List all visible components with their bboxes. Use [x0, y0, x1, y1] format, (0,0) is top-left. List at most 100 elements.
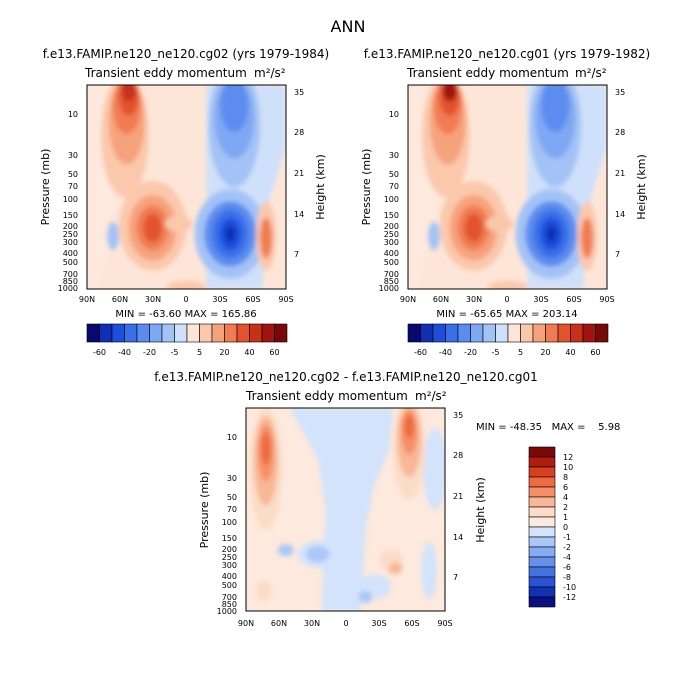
y2-tick-label: 7: [453, 573, 458, 582]
colorbar-tick-label: -60: [414, 348, 427, 357]
y2-tick-label: 35: [615, 88, 625, 97]
colorbar-cell: [161, 323, 175, 343]
colorbar-tick-label: 2: [563, 503, 568, 512]
y-axis: 10 30 50 70 100 150 200 250 300 400 500 …: [217, 433, 237, 616]
x-tick-label: 60N: [271, 619, 287, 628]
colorbar-cell: [528, 466, 556, 478]
y2-tick-label: 21: [615, 169, 625, 178]
colorbar-tick-label: -2: [563, 543, 571, 552]
colorbar-cell: [545, 323, 559, 343]
colorbar-tick-label: -10: [563, 583, 576, 592]
colorbar-cell: [528, 576, 556, 588]
y2-axis: 35 28 21 14 7: [294, 88, 304, 259]
y-tick-label: 1000: [58, 284, 78, 293]
colorbar-cell: [470, 323, 484, 343]
colorbar: -60 -40 -20 -5 5 20 40 60: [86, 323, 288, 357]
y-tick-label: 500: [63, 258, 78, 267]
colorbar-tick-label: -5: [171, 348, 179, 357]
colorbar-tick-label: -60: [93, 348, 106, 357]
y2-tick-label: 14: [453, 533, 463, 542]
colorbar-cell: [407, 323, 421, 343]
colorbar-cell: [249, 323, 263, 343]
colorbar-cell: [124, 323, 138, 343]
colorbar-tick-label: 40: [565, 348, 575, 357]
colorbar-cell: [432, 323, 446, 343]
colorbar-tick-label: 0: [563, 523, 568, 532]
x-tick-label: 30N: [145, 295, 161, 304]
y-tick-label: 850: [222, 600, 237, 609]
figure-title: ANN: [331, 17, 366, 36]
colorbar-tick-label: 20: [219, 348, 229, 357]
y-tick-label: 30: [68, 151, 78, 160]
min-max-label: MIN = -65.65 MAX = 203.14: [436, 309, 577, 320]
colorbar-tick-label: -6: [563, 563, 571, 572]
y-tick-label: 850: [384, 277, 399, 286]
colorbar-tick-label: -20: [464, 348, 477, 357]
y2-tick-label: 7: [615, 250, 620, 259]
colorbar-cell: [595, 323, 609, 343]
colorbar-cell: [557, 323, 571, 343]
y-tick-label: 700: [384, 270, 399, 279]
colorbar-cell: [528, 566, 556, 578]
colorbar-cell: [174, 323, 188, 343]
y-tick-label: 300: [63, 238, 78, 247]
y-tick-label: 50: [389, 170, 399, 179]
colorbar-tick-label: 5: [197, 348, 202, 357]
colorbar-tick-label: 12: [563, 453, 573, 462]
y2-axis-label: Height (km): [474, 477, 487, 543]
units-label: m²/s²: [575, 66, 607, 80]
y2-tick-label: 21: [453, 492, 463, 501]
y-tick-label: 400: [384, 249, 399, 258]
panel-top-left: f.e13.FAMIP.ne120_ne120.cg02 (yrs 1979-1…: [39, 47, 329, 357]
colorbar-tick-label: 20: [540, 348, 550, 357]
colorbar-cell: [528, 536, 556, 548]
x-axis: 90N 60N 30N 0 30S 60S 90S: [238, 619, 453, 628]
y-tick-label: 100: [63, 195, 78, 204]
y2-tick-label: 35: [294, 88, 304, 97]
y2-tick-label: 35: [453, 411, 463, 420]
x-tick-label: 30S: [212, 295, 227, 304]
y-tick-label: 1000: [379, 284, 399, 293]
colorbar-cells: [407, 323, 609, 343]
colorbar-cell: [186, 323, 200, 343]
colorbar-tick-label: 1: [563, 513, 568, 522]
colorbar-tick-label: 60: [590, 348, 600, 357]
colorbar-tick-label: 6: [563, 483, 568, 492]
colorbar-cell: [457, 323, 471, 343]
colorbar-cell: [199, 323, 213, 343]
colorbar-cell: [111, 323, 125, 343]
colorbar-cell: [528, 546, 556, 558]
colorbar-cell: [274, 323, 288, 343]
x-axis: 90N 60N 30N 0 30S 60S 90S: [79, 295, 294, 304]
y-tick-label: 10: [389, 110, 399, 119]
colorbar-tick-label: -40: [118, 348, 131, 357]
panel-top-right: f.e13.FAMIP.ne120_ne120.cg01 (yrs 1979-1…: [360, 47, 650, 357]
x-tick-label: 60N: [433, 295, 449, 304]
y-tick-label: 500: [222, 581, 237, 590]
colorbar-tick-label: -12: [563, 593, 576, 602]
y-axis-label: Pressure (mb): [39, 149, 52, 226]
colorbar-cell: [532, 323, 546, 343]
colorbar-tick-label: -20: [143, 348, 156, 357]
colorbar: 12 10 8 6 4 2 1 0 -1 -2 -4 -6 -8 -10 -12: [528, 446, 576, 608]
y-tick-label: 700: [222, 593, 237, 602]
colorbar-tick-label: -1: [563, 533, 571, 542]
colorbar-cell: [582, 323, 596, 343]
panel-title: f.e13.FAMIP.ne120_ne120.cg01 (yrs 1979-1…: [364, 47, 651, 61]
x-tick-label: 0: [504, 295, 509, 304]
y2-axis-label: Height (km): [635, 154, 648, 220]
min-max-label: MIN = -63.60 MAX = 165.86: [115, 309, 256, 320]
panel-subtitle: Transient eddy momentum: [245, 389, 408, 403]
heatmap-plot: [86, 84, 287, 290]
colorbar-cell: [445, 323, 459, 343]
colorbar-cell: [495, 323, 509, 343]
y-tick-label: 10: [227, 433, 237, 442]
x-tick-label: 90N: [400, 295, 416, 304]
y-tick-label: 250: [384, 230, 399, 239]
colorbar-cell: [482, 323, 496, 343]
heatmap-plot: [407, 84, 608, 290]
x-tick-label: 60S: [245, 295, 260, 304]
y-tick-label: 30: [227, 474, 237, 483]
colorbar-cell: [149, 323, 163, 343]
y2-tick-label: 28: [294, 128, 304, 137]
